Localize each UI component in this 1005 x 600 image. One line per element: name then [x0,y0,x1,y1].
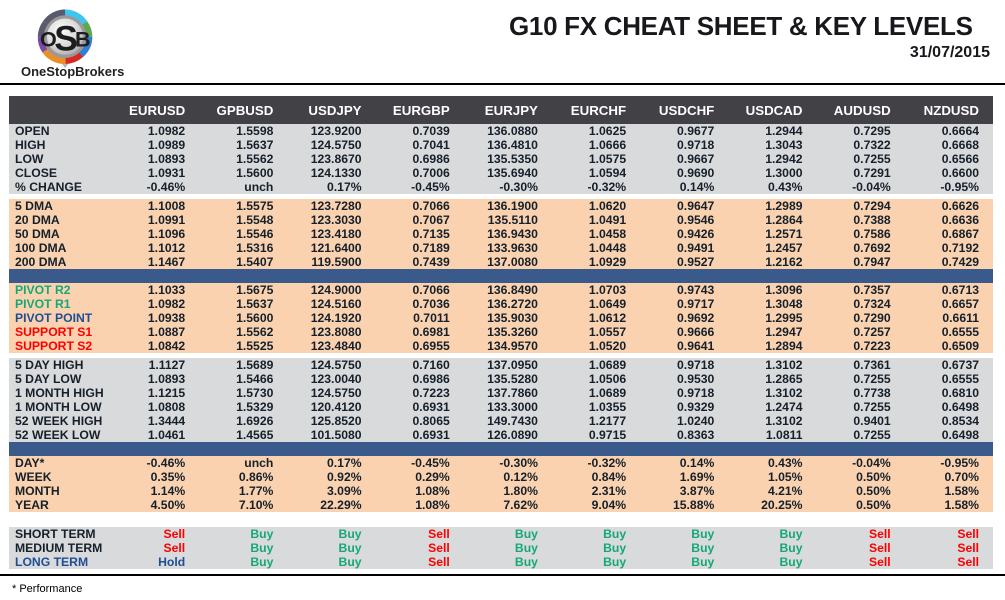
svg-text:B: B [75,26,91,51]
